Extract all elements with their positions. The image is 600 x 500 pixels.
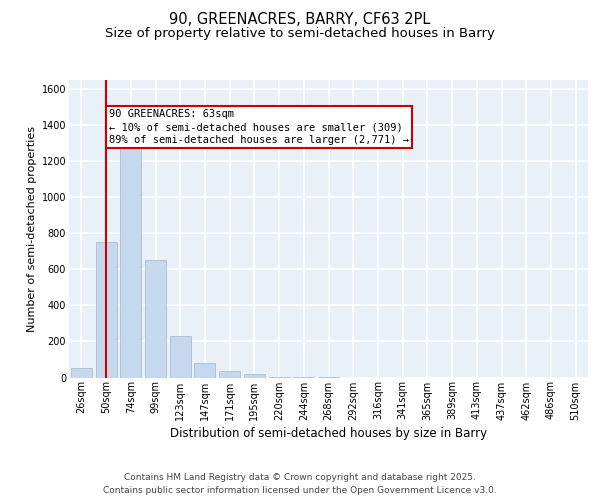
Bar xyxy=(120,145,141,378)
Text: Size of property relative to semi-detached houses in Barry: Size of property relative to semi-detach… xyxy=(105,28,495,40)
X-axis label: Distribution of semi-detached houses by size in Barry: Distribution of semi-detached houses by … xyxy=(170,426,487,440)
Text: 90 GREENACRES: 63sqm
← 10% of semi-detached houses are smaller (309)
89% of semi: 90 GREENACRES: 63sqm ← 10% of semi-detac… xyxy=(109,109,409,145)
Bar xyxy=(244,374,265,378)
Text: Contains HM Land Registry data © Crown copyright and database right 2025.
Contai: Contains HM Land Registry data © Crown c… xyxy=(103,474,497,495)
Bar xyxy=(269,376,290,378)
Bar xyxy=(219,371,240,378)
Bar xyxy=(170,336,191,378)
Bar xyxy=(95,242,116,378)
Bar xyxy=(71,368,92,378)
Bar xyxy=(194,363,215,378)
Bar xyxy=(145,260,166,378)
Y-axis label: Number of semi-detached properties: Number of semi-detached properties xyxy=(28,126,37,332)
Text: 90, GREENACRES, BARRY, CF63 2PL: 90, GREENACRES, BARRY, CF63 2PL xyxy=(169,12,431,28)
